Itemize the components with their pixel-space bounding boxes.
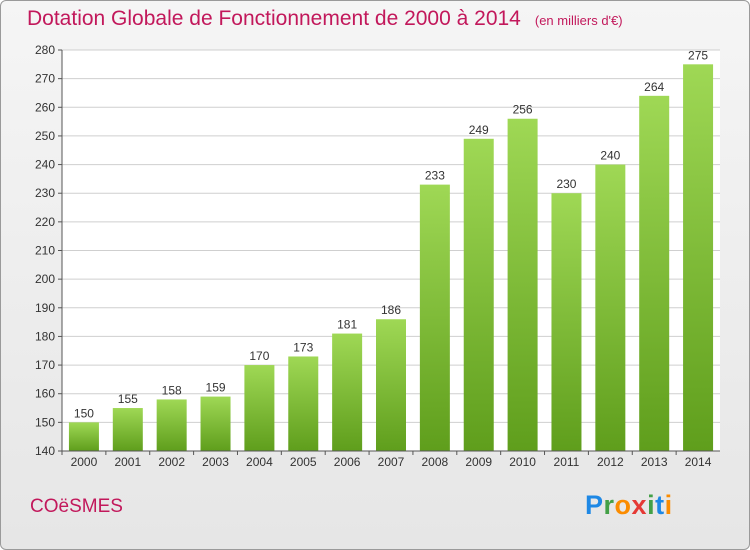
x-tick-label: 2003 xyxy=(202,455,229,469)
bar-value-label: 181 xyxy=(337,318,357,332)
bar-value-label: 230 xyxy=(556,177,576,191)
x-tick-label: 2012 xyxy=(597,455,624,469)
y-tick-label: 220 xyxy=(35,215,55,229)
title-text: Dotation Globale de Fonctionnement de 20… xyxy=(27,7,521,30)
bar-2002 xyxy=(156,399,187,451)
bar-2008 xyxy=(419,184,450,451)
bar-2004 xyxy=(244,365,275,451)
bar-value-label: 170 xyxy=(249,349,269,363)
logo-letter: r xyxy=(603,490,615,520)
bar-value-label: 159 xyxy=(206,381,226,395)
y-tick-label: 210 xyxy=(35,244,55,258)
bar-2010 xyxy=(507,118,538,451)
bar-value-label: 150 xyxy=(74,406,94,420)
bar-2001 xyxy=(112,408,143,451)
bar-value-label: 173 xyxy=(293,340,313,354)
y-tick-label: 230 xyxy=(35,186,55,200)
bar-2007 xyxy=(376,319,406,451)
y-tick-label: 190 xyxy=(35,301,55,315)
unit-label: (en milliers d'€) xyxy=(534,13,623,28)
bar-value-label: 155 xyxy=(118,392,138,406)
y-tick-label: 170 xyxy=(35,358,55,372)
y-tick-label: 240 xyxy=(35,158,55,172)
x-tick-label: 2004 xyxy=(246,455,273,469)
proxiti-logo: Proxiti xyxy=(585,490,673,521)
y-tick-label: 140 xyxy=(35,444,55,458)
x-tick-label: 2013 xyxy=(641,455,668,469)
bar-value-label: 233 xyxy=(425,169,445,183)
bar-2011 xyxy=(551,193,582,451)
logo-letter: x xyxy=(631,490,648,520)
logo-letter: t xyxy=(655,490,665,520)
x-tick-label: 2000 xyxy=(71,455,98,469)
y-tick-label: 150 xyxy=(35,415,55,429)
x-tick-label: 2001 xyxy=(114,455,141,469)
bar-2006 xyxy=(332,333,363,451)
x-tick-label: 2007 xyxy=(378,455,405,469)
y-tick-label: 250 xyxy=(35,129,55,143)
bar-value-label: 158 xyxy=(162,383,182,397)
bar-2000 xyxy=(68,422,99,451)
y-tick-label: 160 xyxy=(35,387,55,401)
bar-2012 xyxy=(595,164,626,452)
bar-value-label: 240 xyxy=(600,149,620,163)
city-name: COëSMES xyxy=(30,496,123,517)
x-tick-label: 2010 xyxy=(509,455,536,469)
x-tick-label: 2014 xyxy=(685,455,712,469)
logo-letter: i xyxy=(647,490,656,520)
y-tick-label: 270 xyxy=(35,72,55,86)
bar-2005 xyxy=(288,356,319,451)
bar-2009 xyxy=(463,138,494,452)
x-tick-label: 2002 xyxy=(158,455,185,469)
y-tick-label: 280 xyxy=(35,43,55,57)
x-tick-label: 2005 xyxy=(290,455,317,469)
bar-value-label: 275 xyxy=(688,48,708,62)
bar-value-label: 249 xyxy=(469,123,489,137)
bar-2003 xyxy=(200,396,231,451)
bar-2013 xyxy=(639,95,670,451)
y-tick-label: 200 xyxy=(35,272,55,286)
logo-letter: i xyxy=(664,490,673,520)
x-tick-label: 2011 xyxy=(554,455,580,469)
bar-value-label: 264 xyxy=(644,80,664,94)
y-tick-label: 180 xyxy=(35,329,55,343)
bar-value-label: 186 xyxy=(381,303,401,317)
bars: 150 155 158 159 170 173 181 186 233 249 256 230 240 2… xyxy=(68,48,714,452)
bar-2014 xyxy=(683,64,714,452)
axes: 140 150 160 170 180 190 200 210 220 230 240 250 260 2… xyxy=(35,43,720,469)
x-tick-label: 2008 xyxy=(422,455,449,469)
y-tick-label: 260 xyxy=(35,100,55,114)
x-tick-label: 2006 xyxy=(334,455,361,469)
logo-letter: o xyxy=(614,490,632,520)
x-tick-label: 2009 xyxy=(465,455,492,469)
bar-value-label: 256 xyxy=(513,103,533,117)
logo-letter: P xyxy=(585,490,604,520)
chart-title: Dotation Globale de Fonctionnement de 20… xyxy=(27,7,623,31)
